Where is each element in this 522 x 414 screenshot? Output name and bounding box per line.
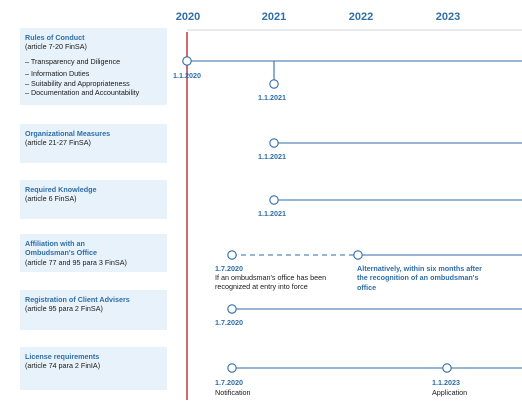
ombudsman-note: If an ombudsman's office has been recogn… [215,273,327,292]
panel-subtitle: (article 74 para 2 FinIA) [25,361,101,371]
panel-title: Organizational Measures [25,129,111,138]
panel-title: Rules of Conduct [25,33,85,42]
milestone-marker [353,250,363,260]
required-knowledge-panel: Required Knowledge (article 6 FinSA) [20,180,167,219]
year-2020: 2020 [175,11,201,23]
notification-note: Notification [215,388,251,397]
application-note: Application [432,388,468,397]
panel-subtitle: (article 95 para 2 FinSA) [25,304,103,314]
date-label: 1.7.2020 [215,264,243,273]
milestone-marker [269,79,279,89]
panel-title-line: Affiliation with an [25,239,85,248]
panel-title: License requirements [25,352,100,361]
date-label: 1.7.2020 [215,318,243,327]
milestone-marker [182,56,192,66]
milestone-marker [269,138,279,148]
organizational-measures-panel: Organizational Measures (article 21-27 F… [20,124,167,163]
date-label: 1.1.2021 [258,209,286,218]
date-label: 1.1.2023 [432,378,460,387]
license-requirements-panel: License requirements (article 74 para 2 … [20,347,167,390]
panel-title: Registration of Client Advisers [25,295,130,304]
milestone-marker [269,195,279,205]
panel-subtitle: (article 6 FinSA) [25,194,77,204]
list-item: – Suitability and Appropriateness [25,78,130,88]
year-2023: 2023 [435,11,461,23]
panel-title-line: Ombudsman's Office [25,248,98,258]
ombudsman-affiliation-panel: Affiliation with an Ombudsman's Office (… [20,234,167,272]
milestone-marker [227,250,237,260]
panel-subtitle: (article 7-20 FinSA) [25,42,87,52]
list-item: – Transparency and Diligence [25,56,121,66]
ombudsman-alternative-note: Alternatively, within six months after t… [357,264,482,292]
panel-subtitle: (article 21-27 FinSA) [25,138,91,148]
rules-of-conduct-panel: Rules of Conduct (article 7-20 FinSA) – … [20,28,167,105]
milestone-marker [227,363,237,373]
date-label: 1.1.2021 [258,93,286,102]
list-item: – Information Duties [25,69,90,79]
year-2021: 2021 [261,11,287,23]
year-2022: 2022 [348,11,374,23]
milestone-marker [227,304,237,314]
panel-subtitle: (article 77 and 95 para 3 FinSA) [25,257,127,267]
list-item: – Documentation and Accountability [25,88,140,98]
date-label: 1.1.2021 [258,152,286,161]
date-label: 1.1.2020 [173,71,201,80]
panel-item-list: – Transparency and Diligence – Informati… [25,57,162,98]
client-advisers-registration-panel: Registration of Client Advisers (article… [20,290,167,330]
date-label: 1.7.2020 [215,378,243,387]
milestone-marker [442,363,452,373]
panel-title: Required Knowledge [25,185,97,194]
